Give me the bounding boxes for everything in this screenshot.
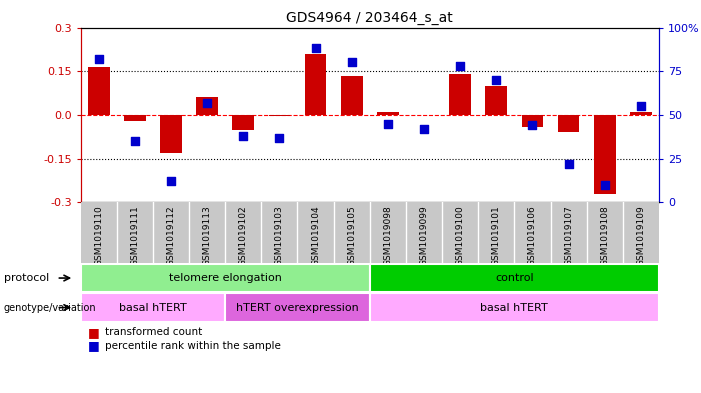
Text: GSM1019103: GSM1019103 (275, 206, 284, 266)
Text: GSM1019102: GSM1019102 (239, 206, 247, 266)
Bar (485, 86, 507, 115)
Bar (369, 264, 659, 292)
Text: GSM1019107: GSM1019107 (564, 206, 573, 266)
Text: GSM1019110: GSM1019110 (94, 206, 103, 266)
Point (454, 63, 465, 69)
Bar (81, 293, 225, 321)
Text: percentile rank within the sample: percentile rank within the sample (105, 341, 281, 351)
Bar (522, 115, 543, 127)
Bar (124, 115, 146, 121)
Point (599, 182, 611, 188)
Point (238, 133, 249, 139)
Text: ■: ■ (88, 325, 100, 339)
Text: GSM1019105: GSM1019105 (347, 206, 356, 266)
Text: basal hTERT: basal hTERT (480, 303, 548, 312)
Bar (160, 115, 182, 153)
Point (274, 134, 285, 141)
Bar (449, 74, 471, 115)
Text: GSM1019101: GSM1019101 (492, 206, 501, 266)
Text: GSM1019108: GSM1019108 (600, 206, 609, 266)
Bar (377, 112, 399, 115)
Point (201, 99, 212, 106)
Text: ■: ■ (88, 339, 100, 353)
Text: GSM1019111: GSM1019111 (130, 206, 139, 266)
Text: basal hTERT: basal hTERT (119, 303, 186, 312)
Text: telomere elongation: telomere elongation (169, 273, 282, 283)
Point (93, 56, 104, 62)
Point (491, 77, 502, 83)
Bar (268, 115, 290, 116)
Bar (196, 97, 218, 115)
Text: protocol: protocol (4, 273, 49, 283)
Bar (341, 75, 362, 115)
Bar (88, 67, 109, 115)
Point (310, 45, 321, 51)
Title: GDS4964 / 203464_s_at: GDS4964 / 203464_s_at (287, 11, 453, 25)
Text: transformed count: transformed count (105, 327, 203, 337)
Bar (225, 293, 370, 321)
Bar (630, 112, 652, 115)
Point (129, 138, 140, 144)
Text: GSM1019113: GSM1019113 (203, 206, 212, 266)
Bar (81, 264, 370, 292)
Point (418, 126, 430, 132)
Text: GSM1019112: GSM1019112 (166, 206, 175, 266)
Text: GSM1019104: GSM1019104 (311, 206, 320, 266)
Text: GSM1019109: GSM1019109 (637, 206, 646, 266)
Point (563, 161, 574, 167)
Bar (233, 115, 254, 130)
Text: hTERT overexpression: hTERT overexpression (236, 303, 359, 312)
Point (527, 122, 538, 129)
Text: genotype/variation: genotype/variation (4, 303, 96, 312)
Text: GSM1019099: GSM1019099 (419, 206, 428, 266)
Bar (305, 54, 327, 115)
Point (635, 103, 646, 109)
Bar (594, 115, 615, 194)
Text: GSM1019106: GSM1019106 (528, 206, 537, 266)
Bar (369, 293, 659, 321)
Point (346, 59, 358, 66)
Point (382, 121, 393, 127)
Text: GSM1019100: GSM1019100 (456, 206, 465, 266)
Bar (558, 115, 580, 132)
Point (165, 178, 177, 185)
Text: GSM1019098: GSM1019098 (383, 206, 393, 266)
Text: control: control (495, 273, 533, 283)
